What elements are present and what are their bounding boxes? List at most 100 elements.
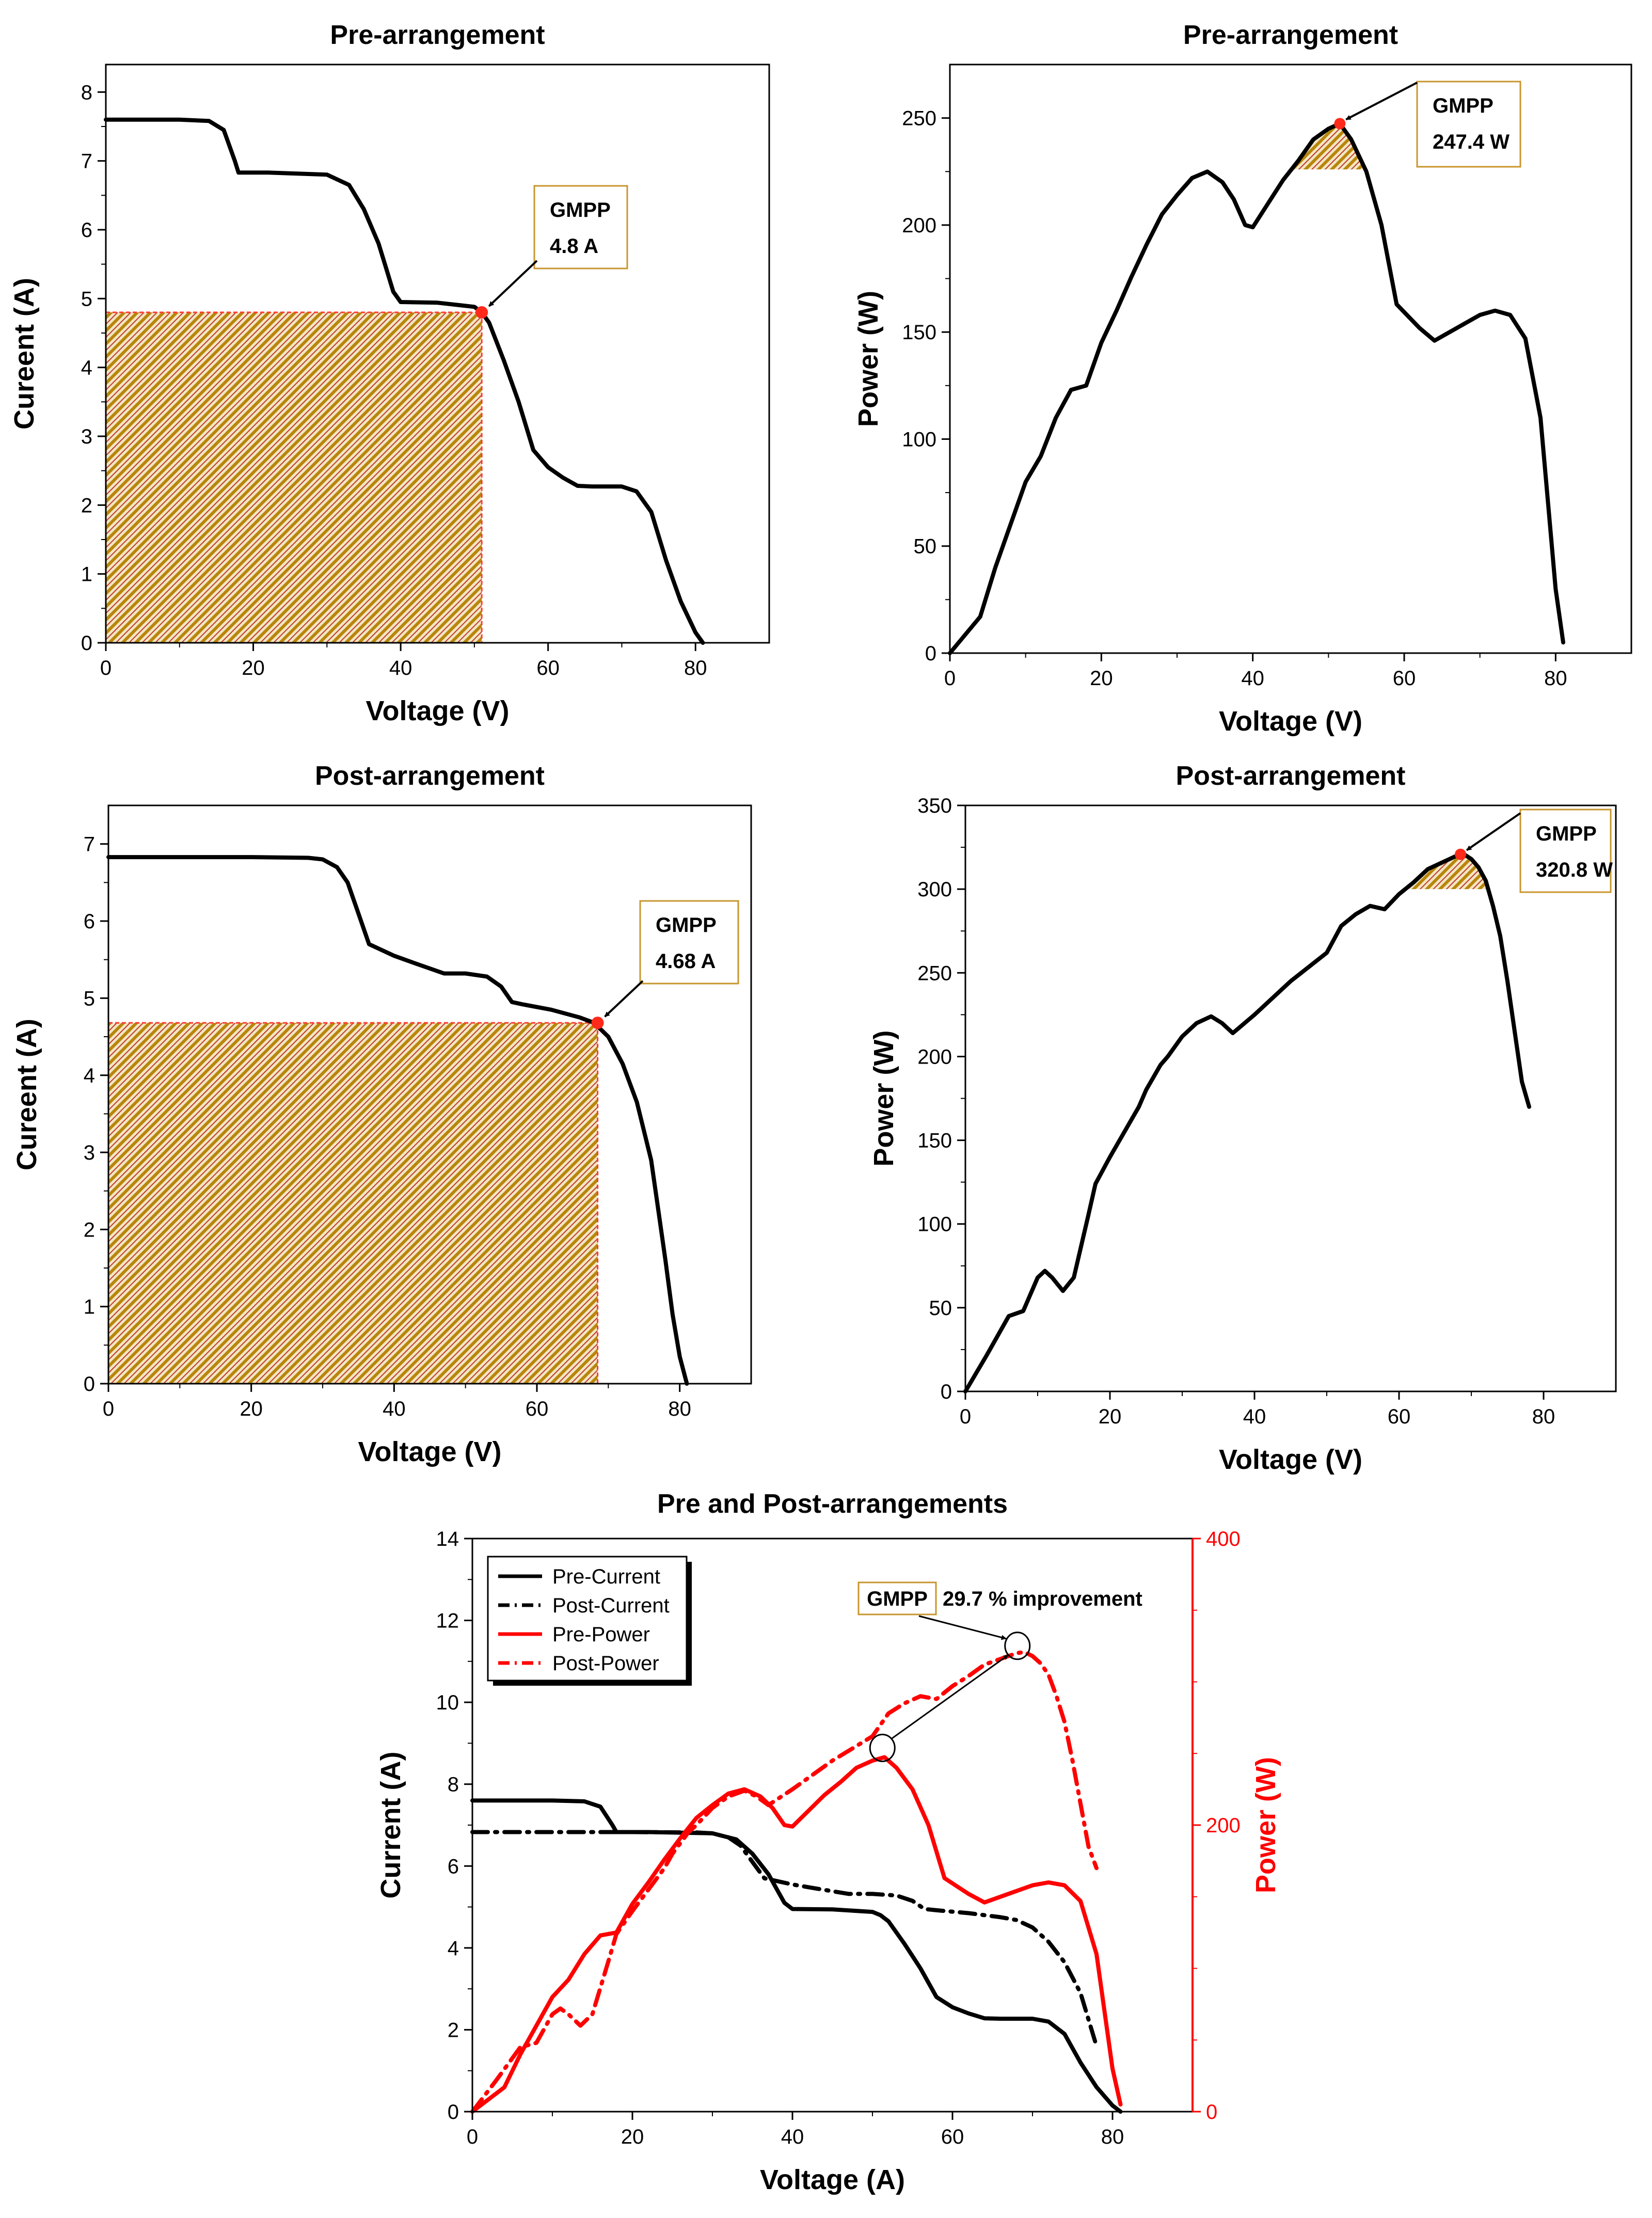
plot-frame xyxy=(949,64,1632,654)
gmpp-marker xyxy=(1455,848,1466,860)
y-axis-label: Current (A) xyxy=(375,1752,406,1899)
legend-label: Pre-Power xyxy=(552,1623,650,1646)
y-tick-label: 14 xyxy=(436,1528,459,1550)
legend-label: Pre-Current xyxy=(552,1565,660,1588)
gmpp-label: GMPP xyxy=(1536,822,1597,845)
series-line xyxy=(470,1650,1099,2114)
plot-frame xyxy=(964,804,1617,1392)
gmpp-value: 320.8 W xyxy=(1536,859,1613,881)
gmpp-label: GMPP xyxy=(1433,94,1494,117)
y-tick-label: 0 xyxy=(84,1373,95,1396)
x-axis-label: Voltage (A) xyxy=(760,2164,905,2195)
x-tick-label: 80 xyxy=(1101,2126,1124,2148)
gmpp-power-area xyxy=(105,311,483,644)
chart-title: Pre-arrangement xyxy=(1183,20,1398,50)
gmpp-label-box xyxy=(639,900,739,985)
y-tick-label: 250 xyxy=(902,107,936,130)
y-tick-label: 3 xyxy=(84,1142,95,1164)
x-tick-label: 0 xyxy=(103,1398,114,1420)
y-tick-label: 50 xyxy=(929,1297,952,1320)
y-tick-label: 3 xyxy=(81,425,92,448)
y-tick-label: 7 xyxy=(81,150,92,173)
x-tick-label: 40 xyxy=(1241,667,1264,690)
gmpp-cap-area xyxy=(1405,854,1488,890)
gmpp-pointer-arrow xyxy=(918,1615,1007,1640)
chart-p1: Pre-arrangement 0 20 40 60 80 Voltage (V) 0 1 2 3 4… xyxy=(9,20,770,726)
y-axis-label: Power (W) xyxy=(868,1031,899,1167)
x-tick-label: 60 xyxy=(941,2126,964,2148)
gmpp-label-box xyxy=(857,1581,937,1615)
x-tick-label: 20 xyxy=(1099,1405,1122,1428)
chart-title: Post-arrangement xyxy=(1176,761,1406,791)
x-tick-label: 40 xyxy=(383,1398,406,1420)
y-tick-label: 150 xyxy=(902,321,936,344)
x-tick-label: 40 xyxy=(389,657,412,679)
x-axis-label: Voltage (V) xyxy=(1219,1444,1362,1475)
y2-axis-label: Power (W) xyxy=(1250,1757,1281,1893)
y-tick-label: 200 xyxy=(902,214,936,237)
x-tick-label: 60 xyxy=(1388,1405,1411,1428)
chart-p4: Post-arrangement 0 20 40 60 80 Voltage (V) 0 50 1… xyxy=(868,761,1617,1475)
x-tick-label: 40 xyxy=(1243,1405,1266,1428)
y-tick-label: 0 xyxy=(925,642,936,665)
y-axis-label: Cureent (A) xyxy=(9,278,40,430)
chart-title: Pre and Post-arrangements xyxy=(657,1489,1008,1519)
chart-p2: Pre-arrangement 0 20 40 60 80 Voltage (V) 0 50 10… xyxy=(853,20,1632,737)
gmpp-power-area xyxy=(107,1022,599,1385)
y-tick-label: 5 xyxy=(81,288,92,310)
y-tick-label: 1 xyxy=(81,563,92,586)
y-tick-label: 6 xyxy=(448,1855,459,1878)
gmpp-label: GMPP xyxy=(656,914,717,937)
series-line xyxy=(470,1755,1123,2114)
y-tick-label: 0 xyxy=(448,2101,459,2124)
gmpp-marker xyxy=(475,306,488,319)
gmpp-arrow xyxy=(1466,812,1521,851)
x-tick-label: 80 xyxy=(1544,667,1567,690)
x-tick-label: 60 xyxy=(526,1398,549,1420)
y-tick-label: 5 xyxy=(84,987,95,1010)
x-tick-label: 80 xyxy=(668,1398,691,1420)
x-tick-label: 60 xyxy=(536,657,560,679)
y-tick-label: 400 xyxy=(1206,1528,1241,1550)
y-tick-label: 200 xyxy=(1206,1814,1241,1837)
y-tick-label: 2 xyxy=(84,1218,95,1241)
y-tick-label: 0 xyxy=(81,632,92,655)
improvement-arrow xyxy=(891,1654,1009,1739)
y-tick-label: 4 xyxy=(81,357,92,379)
x-axis-label: Voltage (V) xyxy=(366,695,509,726)
x-tick-label: 80 xyxy=(1532,1405,1555,1428)
y-tick-label: 300 xyxy=(917,878,952,901)
y-tick-label: 2 xyxy=(81,494,92,517)
y-tick-label: 1 xyxy=(84,1296,95,1319)
y-tick-label: 2 xyxy=(448,2019,459,2041)
x-axis-label: Voltage (V) xyxy=(1219,706,1362,737)
y-tick-label: 250 xyxy=(917,962,952,985)
x-tick-label: 80 xyxy=(684,657,707,679)
gmpp-value: 247.4 W xyxy=(1433,131,1510,153)
series-line xyxy=(470,1798,1123,2114)
gmpp-label: GMPP xyxy=(550,199,611,221)
y-tick-label: 6 xyxy=(81,219,92,242)
gmpp-label-box xyxy=(1519,809,1612,893)
y-tick-label: 100 xyxy=(917,1213,952,1236)
y-tick-label: 200 xyxy=(917,1045,952,1068)
x-tick-label: 40 xyxy=(781,2126,804,2148)
y-tick-label: 10 xyxy=(436,1691,459,1714)
y-tick-label: 350 xyxy=(917,795,952,817)
legend-label: Post-Current xyxy=(552,1594,670,1617)
plot-frame xyxy=(105,64,770,644)
gmpp-arrow xyxy=(1345,82,1418,121)
gmpp-marker xyxy=(1334,118,1346,130)
y-axis-label: Power (W) xyxy=(853,291,884,427)
chart-p3: Post-arrangement 0 20 40 60 80 Voltage (V) 0 1 2 3… xyxy=(11,761,752,1467)
series-line xyxy=(470,1830,1099,2049)
x-tick-label: 0 xyxy=(467,2126,478,2148)
x-tick-label: 0 xyxy=(960,1405,971,1428)
x-tick-label: 20 xyxy=(240,1398,263,1420)
gmpp-pre-circle xyxy=(869,1733,896,1762)
y-tick-label: 12 xyxy=(436,1610,459,1633)
legend-label: Post-Power xyxy=(552,1652,659,1675)
y-tick-label: 50 xyxy=(914,535,937,558)
